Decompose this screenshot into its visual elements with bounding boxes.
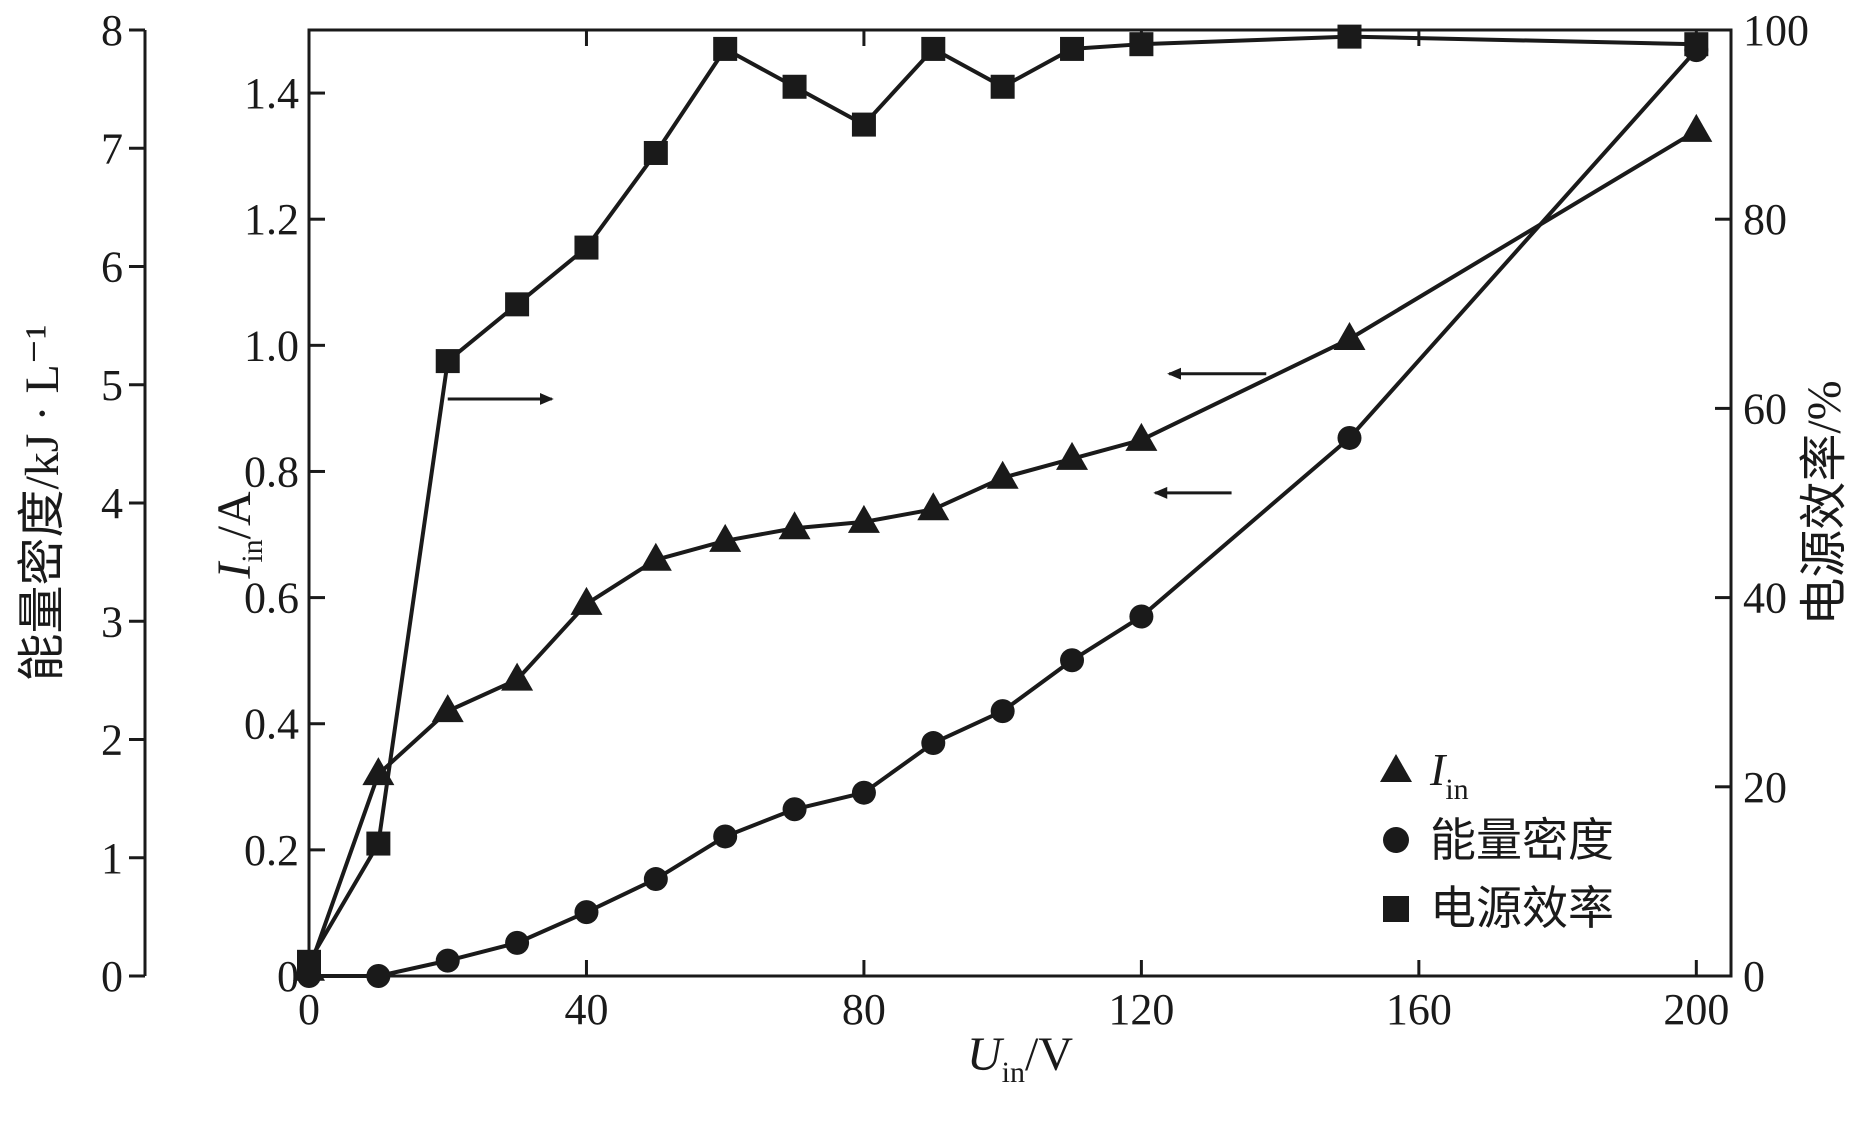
efficiency-tick-label: 80 [1743,195,1787,244]
efficiency-data-point [297,949,321,974]
energy-density-tick-label: 4 [101,479,123,528]
current-data-point [917,492,950,521]
current-tick-label: 0 [277,952,299,1001]
annotation-layer [447,367,1267,499]
energy-density-axis-ticks: 0 1 2 3 4 5 6 7 8 [101,6,145,1001]
legend-label-current: Iin [1429,744,1469,806]
efficiency-axis-ticks: 0 20 40 60 80 100 [1715,6,1809,1001]
legend-triangle-marker [1380,754,1412,782]
efficiency-data-point [435,349,460,374]
efficiency-tick-label: 40 [1743,574,1787,623]
current-data-point [1680,113,1713,142]
x-axis-ticks: 0 40 80 120 160 200 [298,30,1729,1034]
efficiency-data-point [1129,32,1154,57]
current-tick-label: 1.0 [244,321,299,370]
efficiency-tick-label: 0 [1743,952,1765,1001]
efficiency-data-point [782,74,807,99]
current-data-point [570,586,603,615]
energy-density-data-point [505,930,530,955]
legend-circle-marker [1383,827,1409,853]
current-data-point [501,662,534,691]
current-data-point [639,542,672,571]
energy-density-data-point [782,797,807,822]
efficiency-tick-label: 60 [1743,384,1787,433]
current-data-point [1333,322,1366,351]
efficiency-data-point [643,140,668,165]
energy-density-data-point [435,948,460,973]
x-tick-label: 160 [1386,985,1452,1034]
efficiency-data-point [505,292,530,317]
energy-density-data-point [990,699,1015,724]
current-tick-label: 0.8 [244,447,299,496]
energy-density-data-point [713,824,738,849]
efficiency-data-point [1060,36,1085,61]
x-tick-label: 200 [1663,985,1729,1034]
legend-square-marker [1383,896,1409,922]
current-data-point [709,523,742,552]
current-data-point [778,511,811,540]
efficiency-axis-title: 电源效率/% [1798,380,1851,625]
efficiency-data-point [921,36,946,61]
efficiency-data-point [851,112,876,137]
legend: Iin 能量密度 电源效率 [1380,744,1614,934]
efficiency-data-point [574,235,599,260]
energy-density-tick-label: 3 [101,597,123,646]
x-tick-label: 40 [564,985,608,1034]
energy-density-data-point [1129,604,1154,629]
energy-density-data-point [921,731,946,756]
energy-density-tick-label: 5 [101,361,123,410]
current-data-point [986,460,1019,489]
energy-density-data-point [574,900,599,925]
current-data-point [1125,422,1158,451]
efficiency-data-point [1684,32,1709,57]
x-tick-label: 80 [842,985,886,1034]
efficiency-tick-label: 100 [1743,6,1809,55]
current-tick-label: 0.4 [244,700,299,749]
current-axis-ticks: 0 0.2 0.4 0.6 0.8 1.0 1.2 1.4 [244,69,325,1001]
energy-density-axis-title: 能量密度/kJ · L⁻¹ [16,324,69,681]
efficiency-data-point [713,36,738,61]
energy-density-data-point [1337,425,1362,450]
current-tick-label: 1.2 [244,195,299,244]
x-tick-label: 120 [1108,985,1174,1034]
legend-label-energy-density: 能量密度 [1430,815,1614,866]
energy-density-tick-label: 7 [101,124,123,173]
efficiency-data-point [990,74,1015,99]
legend-label-efficiency: 电源效率 [1430,883,1614,934]
current-data-point [847,504,880,533]
x-axis-title: Uin/V [967,1028,1073,1089]
plot-frame [307,28,1733,978]
x-tick-label: 0 [298,985,320,1034]
efficiency-data-point [1337,24,1362,49]
current-tick-label: 0.2 [244,826,299,875]
current-tick-label: 1.4 [244,69,299,118]
current-data-point [431,694,464,723]
series-layer [293,24,1713,988]
energy-density-data-point [851,780,876,805]
energy-density-tick-label: 0 [101,952,123,1001]
energy-density-data-point [643,867,668,892]
energy-density-data-point [1060,648,1085,673]
energy-density-data-point [366,964,391,988]
energy-density-tick-label: 6 [101,243,123,292]
current-axis-title: Iin/A [208,491,269,580]
energy-density-tick-label: 2 [101,716,123,765]
energy-density-tick-label: 1 [101,834,123,883]
efficiency-data-point [366,831,391,856]
current-data-point [1056,441,1089,470]
efficiency-tick-label: 20 [1743,763,1787,812]
current-tick-label: 0.6 [244,574,299,623]
energy-density-tick-label: 8 [101,6,123,55]
